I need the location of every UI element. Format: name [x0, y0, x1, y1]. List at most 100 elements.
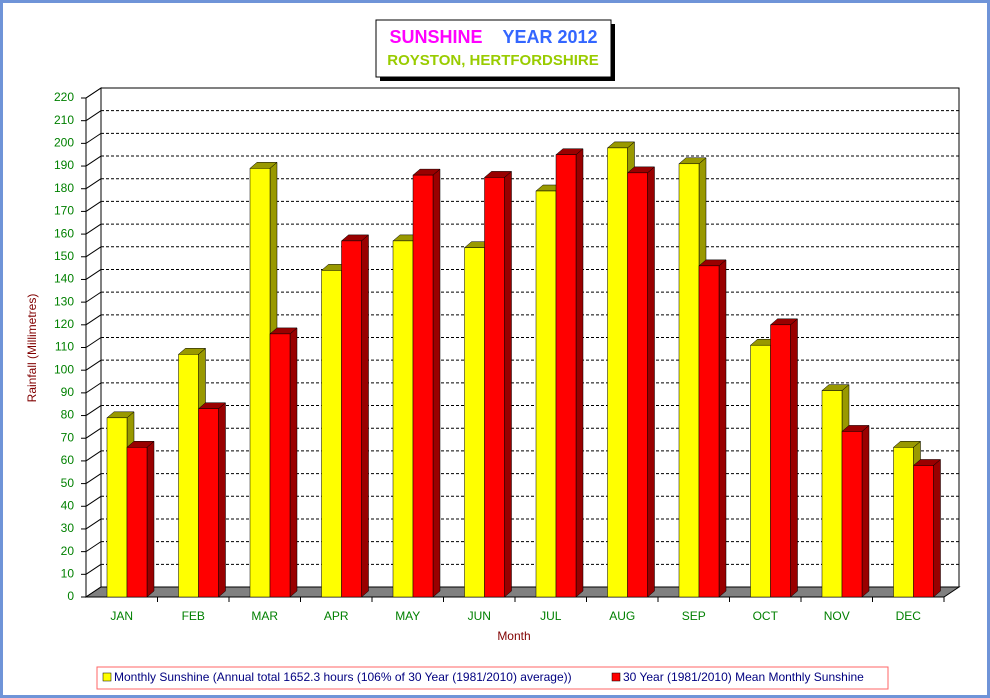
- y-tick-label: 210: [54, 113, 74, 127]
- bar-side: [933, 458, 941, 598]
- grid-line: [85, 314, 102, 326]
- bar-side: [575, 148, 584, 598]
- grid-line: [85, 405, 102, 416]
- y-tick-label: 60: [61, 453, 75, 467]
- y-tick-label: 150: [54, 249, 74, 263]
- bar: [893, 447, 914, 598]
- bar: [106, 417, 128, 598]
- grid-line: [85, 291, 102, 303]
- y-tick-label: 220: [54, 90, 74, 104]
- bar: [607, 147, 628, 598]
- legend-swatch: [611, 672, 621, 682]
- y-tick-label: 120: [54, 317, 74, 331]
- grid-line: [85, 450, 102, 462]
- bar: [464, 247, 485, 598]
- bar-side: [718, 259, 727, 598]
- bar-side: [361, 234, 369, 598]
- grid-line: [85, 223, 102, 235]
- bar: [750, 344, 771, 598]
- y-axis-title: Rainfall (Millimetres): [25, 294, 39, 403]
- x-tick-label: DEC: [896, 609, 922, 623]
- x-tick-label: SEP: [682, 609, 706, 623]
- bar: [821, 390, 843, 598]
- bar: [535, 190, 557, 598]
- bar: [392, 240, 414, 598]
- grid-line: [85, 541, 102, 553]
- title: YEAR 2012: [502, 27, 597, 47]
- y-tick-label: 200: [54, 136, 74, 150]
- bar-side: [432, 168, 441, 598]
- y-tick-label: 140: [54, 272, 74, 286]
- y-tick-label: 0: [67, 589, 74, 603]
- legend-label: 30 Year (1981/2010) Mean Monthly Sunshin…: [623, 670, 864, 684]
- bar: [269, 333, 291, 598]
- x-tick-label: JAN: [110, 609, 133, 623]
- y-tick-label: 190: [54, 158, 74, 172]
- bar: [627, 172, 648, 598]
- grid-line: [85, 132, 102, 144]
- bar-side: [790, 318, 798, 598]
- bar: [412, 174, 434, 598]
- grid-line: [85, 110, 102, 122]
- grid-line: [85, 337, 102, 348]
- legend: [96, 666, 889, 690]
- x-tick-label: APR: [324, 609, 349, 623]
- grid-line: [85, 473, 102, 485]
- x-tick-label: MAY: [395, 609, 420, 623]
- grid-line: [85, 87, 102, 99]
- x-tick-label: MAR: [251, 609, 278, 623]
- bar: [555, 154, 577, 598]
- grid-line: [85, 563, 102, 575]
- grid-line: [85, 382, 102, 394]
- bar-side: [289, 327, 298, 598]
- y-tick-label: 10: [61, 566, 75, 580]
- grid-line: [85, 359, 102, 371]
- bar: [484, 177, 505, 598]
- x-tick-label: JUN: [468, 609, 491, 623]
- x-tick-label: AUG: [609, 609, 635, 623]
- bar: [913, 465, 934, 598]
- y-tick-label: 70: [61, 430, 75, 444]
- bar-side: [504, 170, 512, 598]
- y-tick-label: 160: [54, 226, 74, 240]
- x-tick-label: OCT: [753, 609, 779, 623]
- subtitle: ROYSTON, HERTFORDSHIRE: [387, 52, 598, 69]
- x-tick-label: NOV: [824, 609, 850, 623]
- grid-line: [85, 178, 102, 190]
- grid-line: [85, 427, 102, 439]
- bar: [126, 447, 148, 598]
- grid-line: [85, 155, 102, 167]
- bar: [341, 240, 362, 598]
- y-tick-label: 90: [61, 385, 75, 399]
- y-tick-label: 170: [54, 204, 74, 218]
- grid-line: [85, 518, 102, 530]
- y-tick-label: 30: [61, 521, 75, 535]
- title: SUNSHINE: [389, 27, 482, 47]
- x-axis-title: Month: [497, 629, 530, 643]
- bar: [678, 163, 700, 598]
- grid-line: [85, 246, 102, 258]
- bar: [178, 354, 199, 598]
- y-tick-label: 80: [61, 408, 75, 422]
- y-tick-label: 110: [55, 340, 74, 354]
- bar: [698, 265, 720, 598]
- y-tick-label: 130: [54, 294, 74, 308]
- bar-side: [146, 440, 155, 598]
- bar: [321, 270, 342, 598]
- grid-line: [85, 495, 102, 507]
- bar: [841, 431, 863, 598]
- title-box: [375, 19, 612, 78]
- y-tick-label: 50: [61, 476, 75, 490]
- legend-swatch: [102, 672, 112, 682]
- grid-line: [85, 269, 102, 280]
- bar-side: [647, 166, 655, 598]
- bar-side: [218, 402, 226, 598]
- y-tick-label: 100: [54, 362, 74, 376]
- bar-side: [861, 424, 870, 598]
- y-tick-label: 180: [54, 181, 74, 195]
- y-tick-label: 40: [61, 498, 75, 512]
- x-tick-label: FEB: [182, 609, 205, 623]
- bar: [249, 168, 271, 598]
- grid-line: [85, 200, 102, 212]
